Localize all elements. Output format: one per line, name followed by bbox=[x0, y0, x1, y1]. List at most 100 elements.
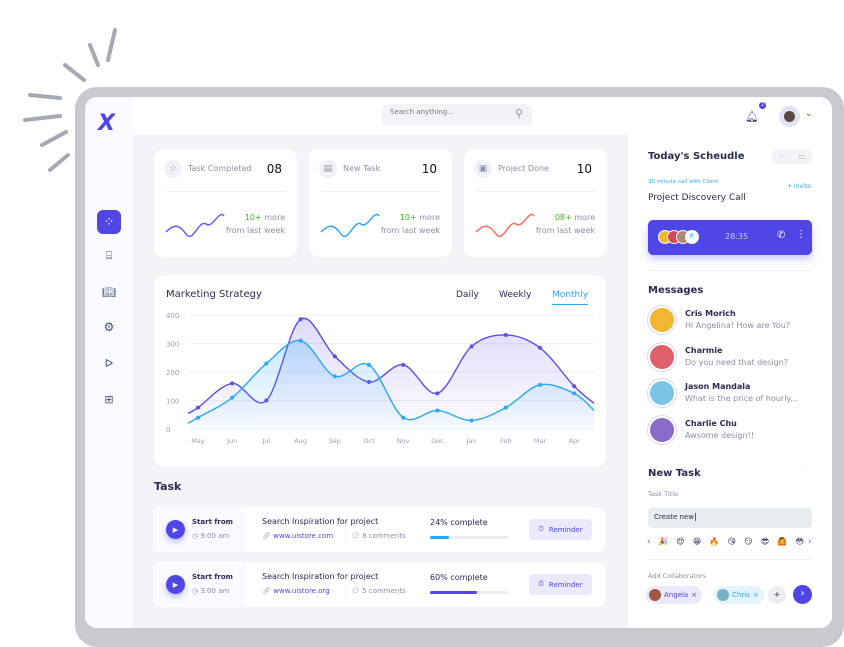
delta-sub: from last week bbox=[380, 226, 440, 235]
more-vertical-icon[interactable]: ⋮ bbox=[796, 229, 806, 240]
task-link[interactable]: 🔗︎ www.uistore.org bbox=[262, 587, 330, 595]
task-comments[interactable]: 💬︎ 5 comments bbox=[351, 587, 406, 595]
data-point bbox=[332, 374, 337, 379]
task-title-input[interactable]: Create new bbox=[648, 508, 812, 528]
collaborator-chip-chris[interactable]: Chris × bbox=[714, 586, 764, 604]
x-tick-label: Jan bbox=[466, 437, 477, 445]
data-point bbox=[196, 415, 200, 420]
nav-gear-icon[interactable]: ⚙ bbox=[103, 320, 115, 334]
progress-label: 24% complete bbox=[430, 518, 488, 527]
bell-icon[interactable]: 🔔︎ bbox=[745, 110, 757, 123]
submit-next-button[interactable]: › bbox=[793, 585, 812, 604]
comments-text: 8 comments bbox=[362, 532, 406, 540]
marketing-chart: 0 100 200 300 400 May Jun Jul Aug Sep Oct Nov Dec Jan… bbox=[166, 312, 595, 445]
play-button[interactable]: ▶ bbox=[166, 575, 185, 594]
sender-name: Cris Morich bbox=[685, 309, 736, 318]
nav-folder-add-icon[interactable]: ⊞ bbox=[104, 392, 114, 406]
x-tick-label: Aug bbox=[294, 437, 307, 445]
x-tick-label: Dec bbox=[431, 437, 444, 445]
message-item[interactable]: Cris Morich Hi Angelina! How are You? bbox=[648, 306, 828, 338]
collaborator-chip-angela[interactable]: Angela × bbox=[646, 586, 703, 604]
play-button[interactable]: ▶ bbox=[166, 520, 185, 539]
user-avatar[interactable] bbox=[779, 106, 800, 127]
message-item[interactable]: Charlie Chu Awsome design!! bbox=[648, 415, 828, 448]
stopwatch-icon: ⏱︎ bbox=[538, 525, 544, 533]
y-tick-label: 300 bbox=[166, 341, 179, 349]
emoji-option[interactable]: 🙆 bbox=[777, 537, 788, 546]
view-toggle[interactable]: ⁘ ▭ bbox=[771, 149, 813, 164]
more-icon[interactable]: ··· bbox=[801, 465, 809, 474]
emoji-option[interactable]: 😘 bbox=[727, 537, 736, 546]
data-point bbox=[230, 395, 235, 400]
nav-grid-icon[interactable]: ⁘ bbox=[97, 210, 121, 234]
emoji-option[interactable]: 😁 bbox=[692, 537, 702, 546]
series-area bbox=[188, 340, 594, 429]
nav-book-icon[interactable]: 📖︎ bbox=[102, 285, 116, 299]
phone-icon[interactable]: ✆ bbox=[777, 230, 786, 241]
chevron-down-icon[interactable]: ⌄ bbox=[805, 109, 813, 119]
x-tick-label: Mar bbox=[534, 437, 547, 445]
comment-icon: 💬︎ bbox=[351, 532, 360, 540]
search-box[interactable]: ⚲ bbox=[382, 104, 532, 126]
emoji-option[interactable]: 🎉 bbox=[658, 537, 668, 546]
messages-title: Messages bbox=[648, 285, 704, 296]
data-point bbox=[572, 384, 577, 389]
stat-value: 10 bbox=[576, 162, 592, 176]
message-item[interactable]: Charmie Do you need that design? bbox=[648, 342, 828, 375]
emoji-option[interactable]: 🔥 bbox=[709, 537, 720, 546]
link-icon: 🔗︎ bbox=[262, 587, 271, 595]
search-icon[interactable]: ⚲ bbox=[514, 107, 523, 120]
star-icon: ☆ bbox=[164, 160, 182, 178]
comment-icon: 💬︎ bbox=[351, 587, 360, 595]
tab-monthly[interactable]: Monthly bbox=[552, 290, 589, 305]
reminder-button[interactable]: ⏱︎ Reminder bbox=[529, 519, 592, 540]
data-point bbox=[264, 361, 269, 366]
message-preview: Awsome design!! bbox=[685, 430, 754, 440]
progress-bar bbox=[430, 591, 508, 594]
tab-daily[interactable]: Daily bbox=[456, 290, 479, 300]
message-item[interactable]: Jason Mandala What is the price of hourl… bbox=[648, 379, 828, 411]
link-text[interactable]: www.uistore.com bbox=[273, 532, 334, 540]
nav-align-icon[interactable]: ⌸ bbox=[105, 249, 113, 262]
delta-sub: from last week bbox=[225, 226, 285, 235]
sender-name: Jason Mandala bbox=[685, 382, 751, 391]
task-time: ◷ 3.00 am bbox=[192, 587, 229, 595]
invite-button[interactable]: + Invite bbox=[787, 183, 811, 190]
search-input[interactable] bbox=[390, 108, 500, 116]
task-comments[interactable]: 💬︎ 8 comments bbox=[351, 532, 406, 540]
add-collaborator-button[interactable]: + bbox=[768, 586, 786, 604]
series-line bbox=[187, 339, 595, 424]
stat-card: ☆ Task Completed 08 10+ more from last we… bbox=[154, 149, 297, 257]
remove-icon[interactable]: × bbox=[691, 591, 698, 599]
emoji-option[interactable]: 😎 bbox=[760, 537, 770, 546]
avatar bbox=[648, 342, 676, 371]
avatar bbox=[648, 415, 676, 444]
remove-icon[interactable]: × bbox=[752, 591, 759, 599]
task-row: ▶ Start from ◷ 3.00 am Search Inspiratio… bbox=[153, 562, 606, 607]
logo: X bbox=[98, 111, 115, 136]
emoji-option[interactable]: 😏 bbox=[744, 537, 753, 546]
calendar-icon[interactable]: ▭ bbox=[798, 152, 807, 161]
link-icon: 🔗︎ bbox=[262, 532, 271, 540]
avatar bbox=[649, 589, 661, 601]
progress-fill bbox=[430, 591, 477, 594]
task-section-title: Task bbox=[154, 480, 182, 493]
tab-weekly[interactable]: Weekly bbox=[499, 290, 532, 300]
new-task-title: New Task bbox=[648, 468, 701, 479]
nav-send-icon[interactable]: ᐅ bbox=[104, 356, 114, 370]
emoji-option[interactable]: 😍 bbox=[676, 537, 685, 546]
delta-more: more bbox=[419, 213, 440, 222]
marketing-title: Marketing Strategy bbox=[166, 289, 262, 300]
x-tick-label: May bbox=[191, 437, 205, 445]
link-text[interactable]: www.uistore.org bbox=[273, 587, 330, 595]
reminder-button[interactable]: ⏱︎ Reminder bbox=[529, 574, 592, 595]
grid-view-icon[interactable]: ⁘ bbox=[777, 152, 785, 161]
divider bbox=[648, 270, 812, 271]
emoji-option[interactable]: 😳 bbox=[795, 537, 804, 546]
call-bar[interactable]: R 28:35 ✆ ⋮ bbox=[648, 220, 812, 255]
emoji-next-icon[interactable]: › bbox=[808, 537, 812, 547]
emoji-prev-icon[interactable]: ‹ bbox=[647, 537, 651, 547]
divider bbox=[648, 559, 812, 560]
delta-sub: from last week bbox=[535, 226, 595, 235]
task-link[interactable]: 🔗︎ www.uistore.com bbox=[262, 532, 333, 540]
